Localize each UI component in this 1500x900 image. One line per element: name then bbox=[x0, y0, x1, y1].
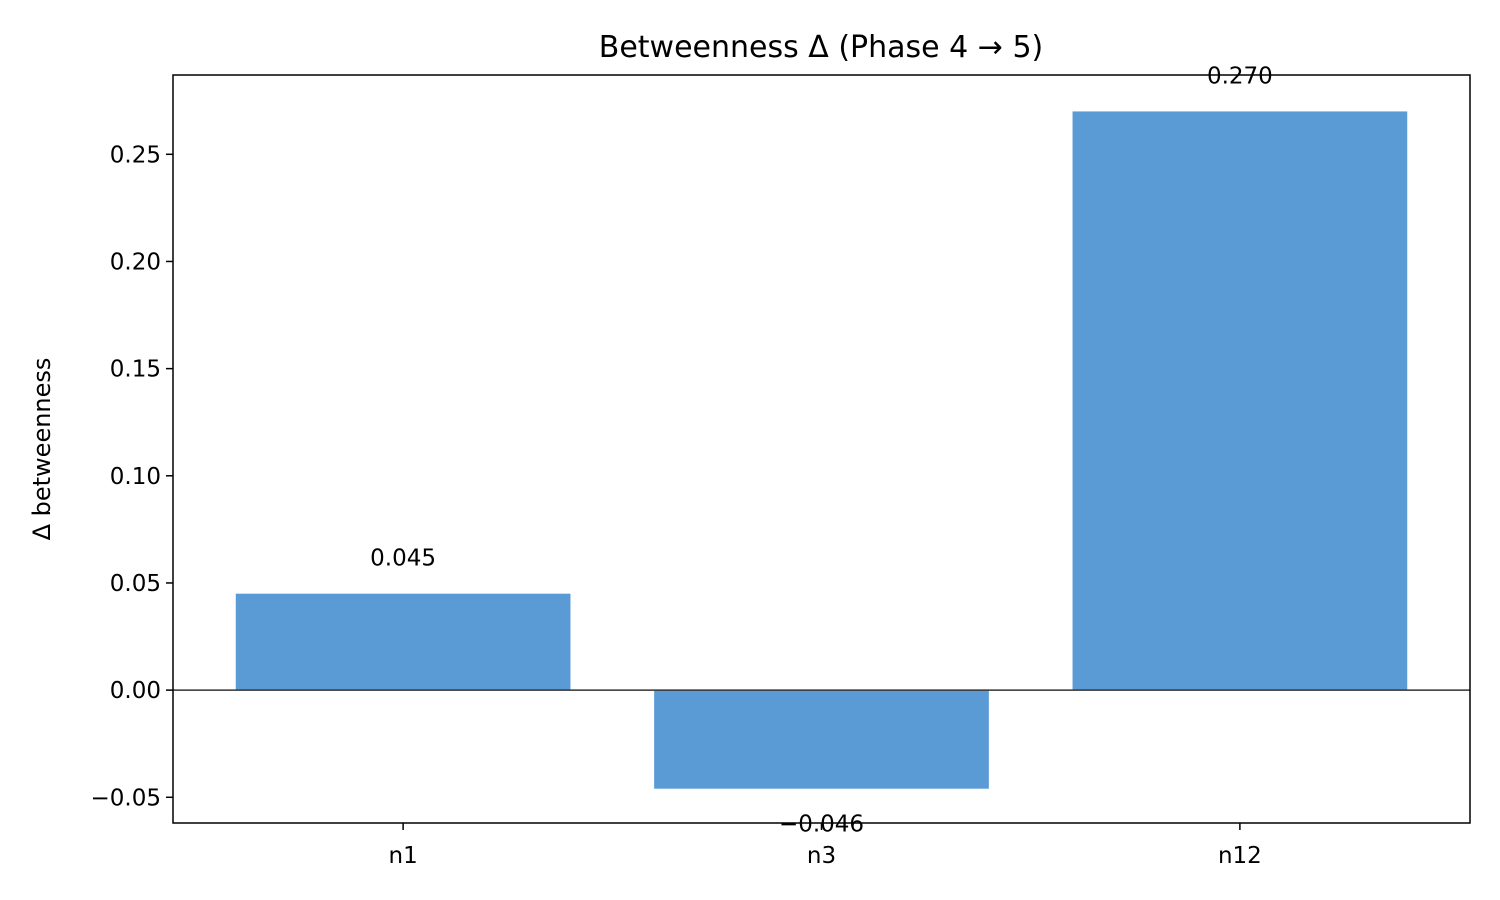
y-tick-label: 0.25 bbox=[110, 142, 161, 168]
bar-n12 bbox=[1072, 111, 1408, 691]
x-tick-label: n3 bbox=[807, 843, 836, 869]
y-tick-label: 0.00 bbox=[110, 678, 161, 704]
x-tick-label: n12 bbox=[1218, 843, 1262, 869]
data-label: 0.270 bbox=[1207, 63, 1273, 89]
chart-title: Betweenness Δ (Phase 4 → 5) bbox=[599, 30, 1044, 65]
y-tick-label: −0.05 bbox=[91, 785, 161, 811]
plot-frame bbox=[172, 74, 1471, 824]
bar-n1 bbox=[235, 593, 571, 691]
bar-n3 bbox=[654, 690, 989, 789]
y-tick-label: 0.05 bbox=[110, 571, 161, 597]
y-tick-label: 0.10 bbox=[110, 464, 161, 490]
x-tick-label: n1 bbox=[389, 843, 418, 869]
plot-area: −0.050.000.050.100.150.200.250.045−0.046… bbox=[91, 63, 1470, 869]
y-axis-label: Δ betweenness bbox=[28, 358, 56, 541]
y-tick-label: 0.15 bbox=[110, 357, 161, 383]
data-label: 0.045 bbox=[370, 546, 436, 572]
y-tick-label: 0.20 bbox=[110, 249, 161, 275]
